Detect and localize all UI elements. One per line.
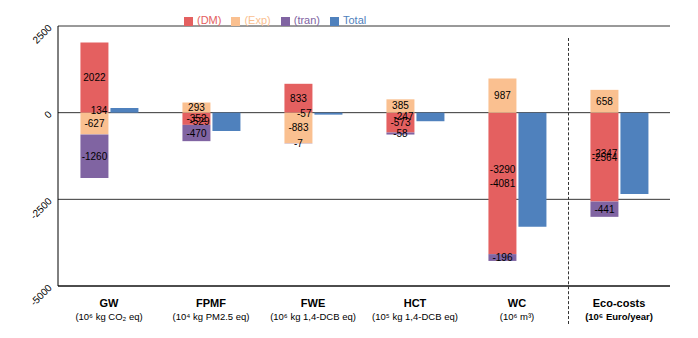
html-text:(DM): (DM) <box>197 14 222 26</box>
svg-text:987: 987 <box>494 90 511 101</box>
svg-text:-352: -352 <box>186 113 206 124</box>
svg-text:-7: -7 <box>294 138 303 149</box>
html-text:Total: Total <box>343 14 367 26</box>
svg-text:FWE: FWE <box>301 297 325 309</box>
svg-text:385: 385 <box>392 100 409 111</box>
svg-text:293: 293 <box>188 102 205 113</box>
svg-text:-2500: -2500 <box>28 195 54 221</box>
html-text:(Exp): (Exp) <box>244 14 271 26</box>
svg-text:-573: -573 <box>390 117 410 128</box>
svg-text:(10⁶ Euro/year): (10⁶ Euro/year) <box>585 311 653 322</box>
svg-text:-58: -58 <box>393 128 408 139</box>
html-text:(tran): (tran) <box>293 14 320 26</box>
svg-text:(10⁴ kg PM2.5 eq): (10⁴ kg PM2.5 eq) <box>173 311 250 322</box>
svg-text:GW: GW <box>100 297 120 309</box>
svg-text:-4081: -4081 <box>490 178 516 189</box>
svg-text:833: 833 <box>290 93 307 104</box>
svg-text:2022: 2022 <box>83 72 106 83</box>
svg-text:-883: -883 <box>288 122 308 133</box>
svg-text:-196: -196 <box>492 252 512 263</box>
svg-text:(10⁶ kg 1,4-DCB eq): (10⁶ kg 1,4-DCB eq) <box>270 311 356 322</box>
svg-text:134: 134 <box>91 105 108 116</box>
svg-text:-1260: -1260 <box>82 151 108 162</box>
svg-text:(10⁶ m³): (10⁶ m³) <box>500 311 535 322</box>
svg-text:-3290: -3290 <box>490 164 516 175</box>
svg-text:-5000: -5000 <box>28 282 54 308</box>
svg-text:WC: WC <box>508 297 526 309</box>
svg-text:-2564: -2564 <box>592 152 618 163</box>
svg-text:FPMF: FPMF <box>196 297 226 309</box>
svg-text:658: 658 <box>596 96 613 107</box>
svg-text:(10⁶ kg CO₂ eq): (10⁶ kg CO₂ eq) <box>75 311 142 322</box>
svg-text:-441: -441 <box>594 204 614 215</box>
svg-text:2500: 2500 <box>30 22 54 46</box>
svg-text:(10⁵ kg 1,4-DCB eq): (10⁵ kg 1,4-DCB eq) <box>372 311 458 322</box>
svg-text:0: 0 <box>42 109 54 121</box>
svg-text:-57: -57 <box>297 108 312 119</box>
svg-text:-627: -627 <box>84 118 104 129</box>
svg-text:-470: -470 <box>186 128 206 139</box>
svg-text:Eco-costs: Eco-costs <box>593 297 646 309</box>
svg-text:HCT: HCT <box>404 297 427 309</box>
